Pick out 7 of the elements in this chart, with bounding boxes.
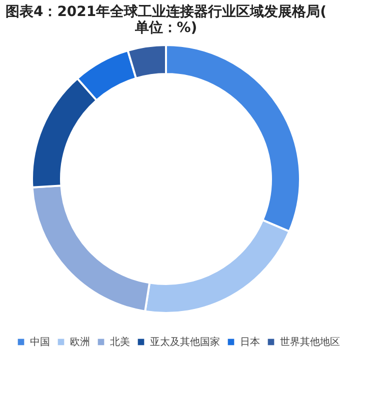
legend-label: 北美 [110,336,130,348]
legend-label: 亚太及其他国家 [150,336,220,348]
legend-label: 中国 [30,336,50,348]
legend-label: 欧洲 [70,336,90,348]
legend-label: 世界其他地区 [280,336,340,348]
legend-label: 日本 [240,336,260,348]
chart-title: 图表4：2021年全球工业连接器行业区域发展格局(单位：%) [5,3,327,36]
